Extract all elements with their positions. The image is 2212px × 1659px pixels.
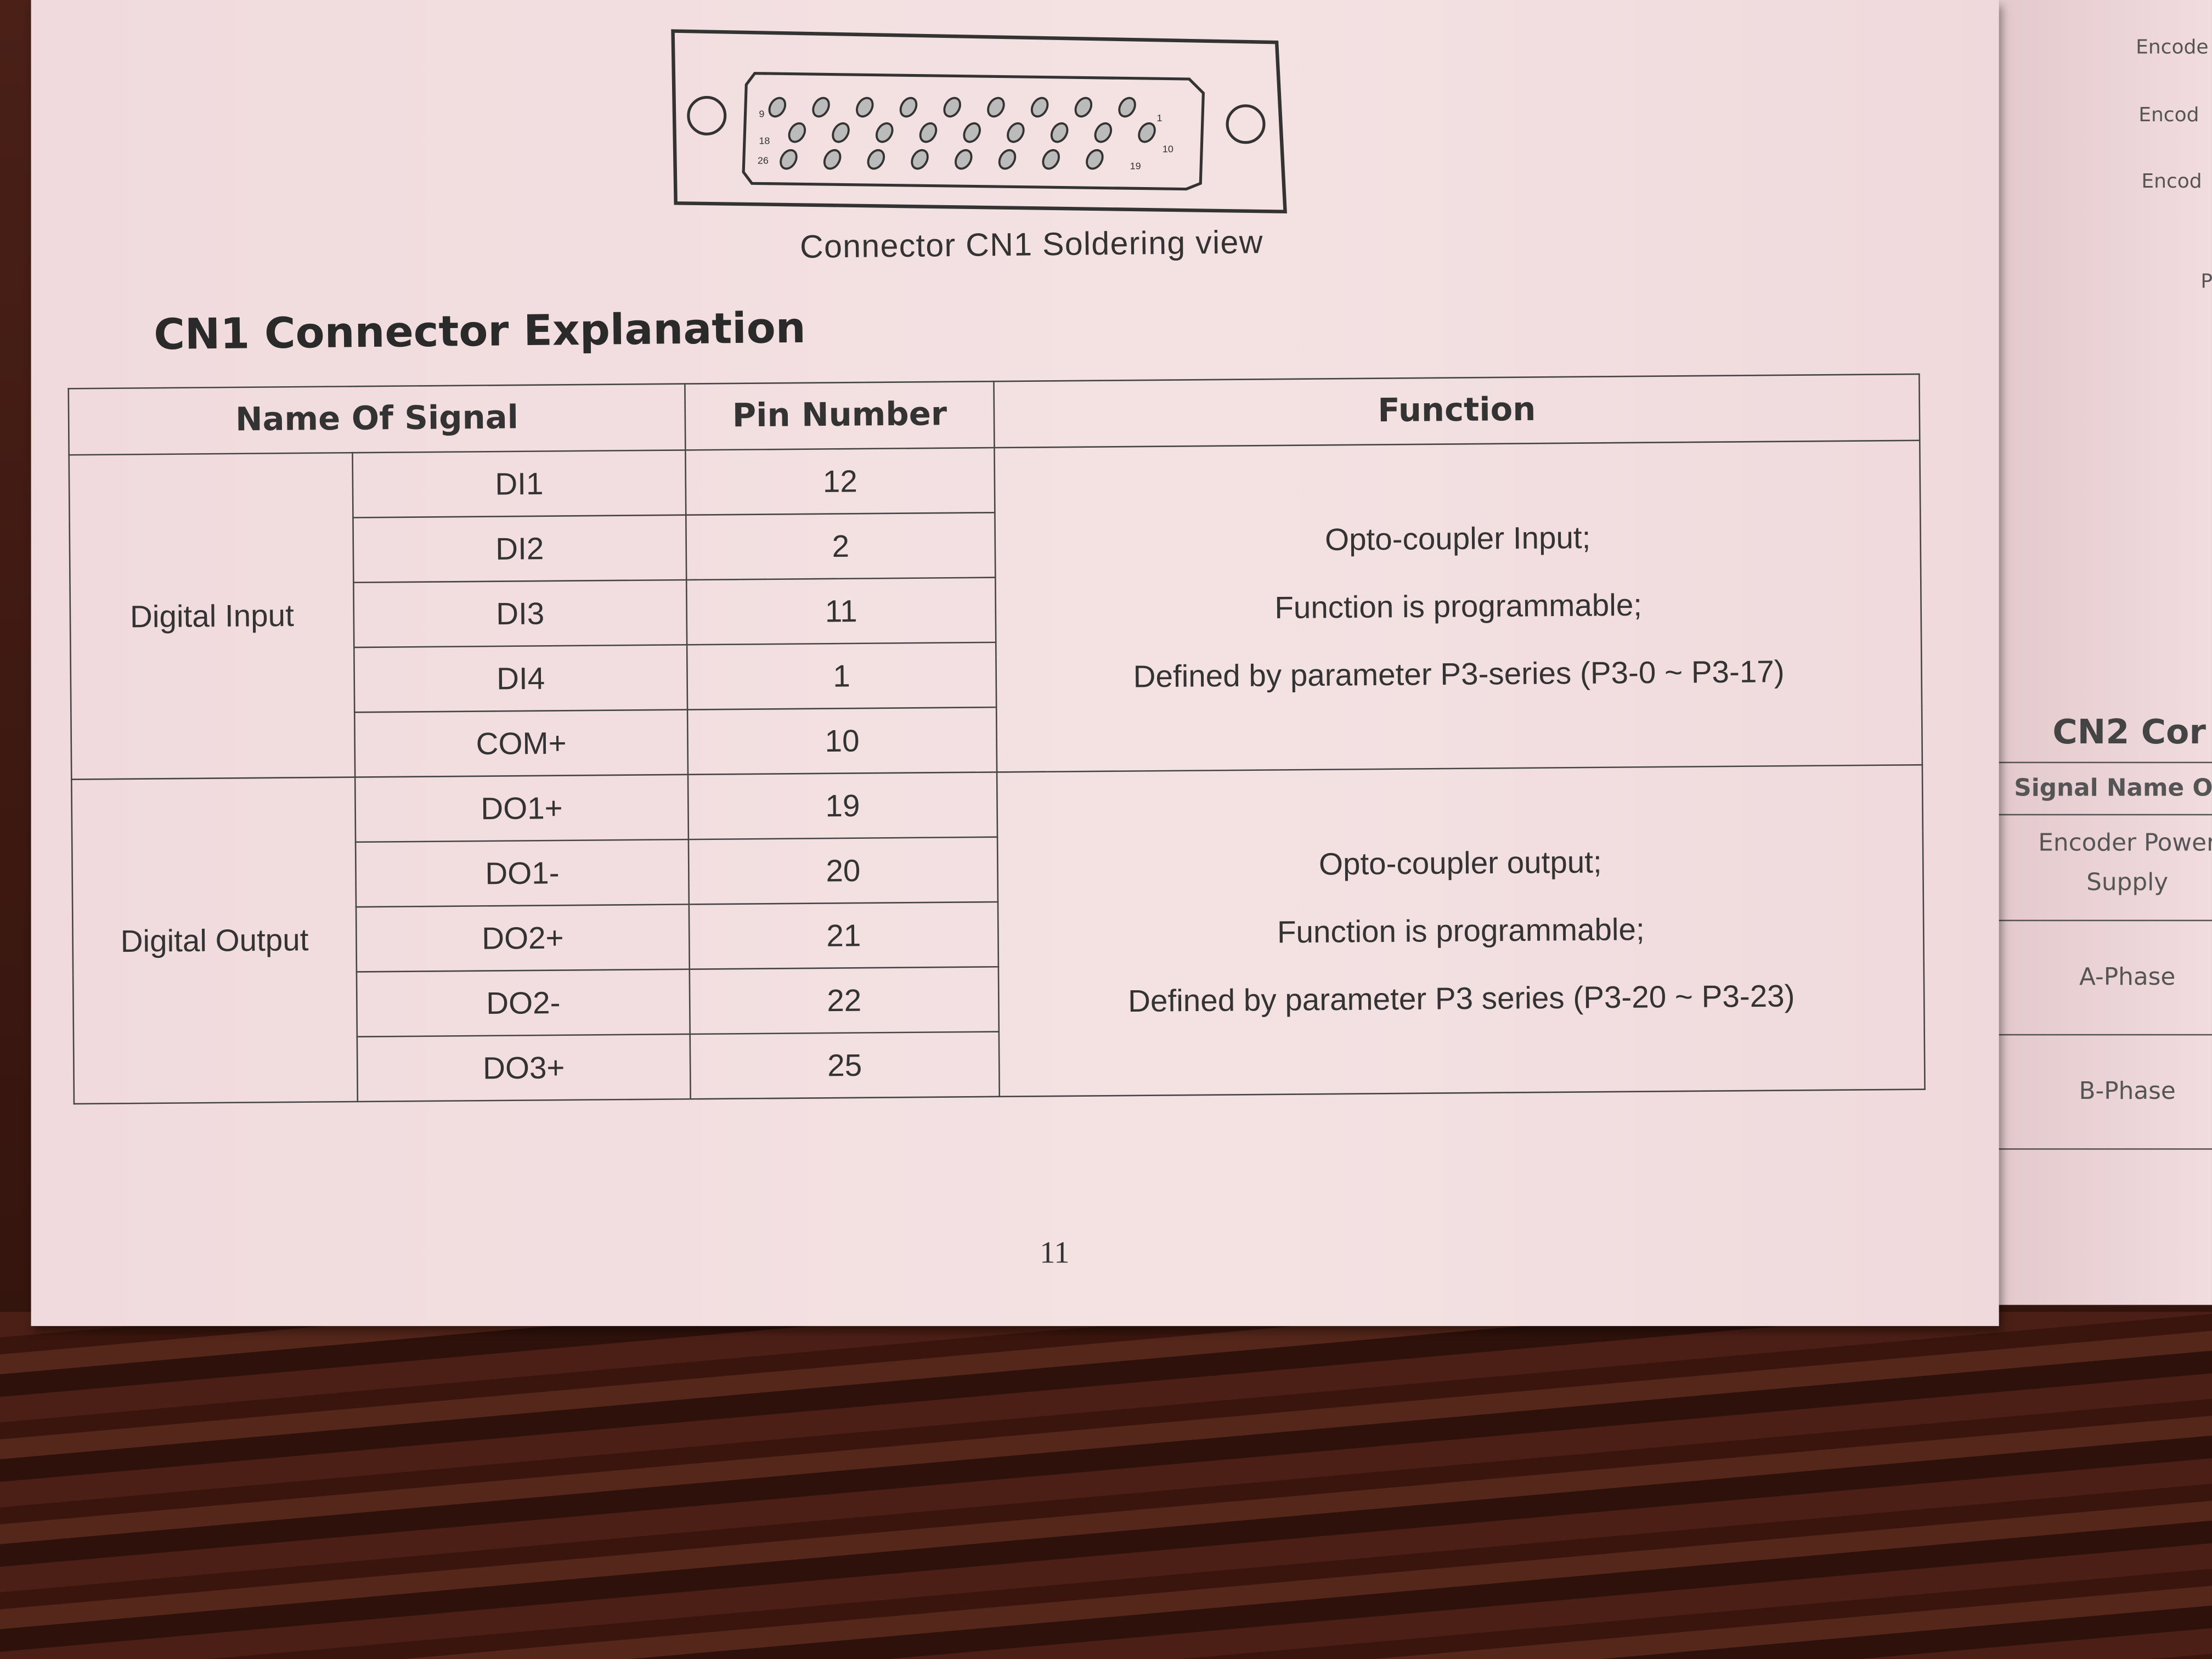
function-line: Function is programmable;	[1274, 586, 1643, 625]
signal-cell: DO2-	[356, 969, 690, 1037]
pin-label: 18	[759, 135, 770, 146]
signal-cell: DI3	[353, 579, 687, 648]
function-cell: Opto-coupler output; Function is program…	[997, 765, 1925, 1097]
connector-pin	[987, 97, 1005, 118]
signal-cell: DO1+	[355, 774, 689, 842]
connector-pin	[780, 149, 798, 170]
cn2-title: CN2 Cor	[2052, 712, 2206, 752]
function-line: Defined by parameter P3 series (P3-20 ~ …	[1127, 977, 1795, 1018]
connector-pin	[1094, 122, 1113, 143]
connector-pin	[899, 97, 918, 118]
function-line: Opto-coupler output;	[1318, 843, 1602, 881]
connector-pin	[856, 97, 874, 118]
right-label: Encode	[2136, 36, 2209, 59]
connector-pin	[1007, 122, 1025, 143]
pin-cell: 1	[687, 642, 997, 710]
pin-cell: 2	[686, 512, 996, 580]
pin-cell: 22	[689, 967, 999, 1034]
cn2-header: Signal Name Of I	[1986, 761, 2212, 814]
connector-pin	[788, 122, 806, 143]
pin-cell: 11	[686, 577, 996, 645]
page-number: 11	[1040, 1234, 1070, 1270]
signal-cell: DO1-	[356, 839, 689, 907]
signal-cell: DI2	[353, 515, 687, 583]
section-title: CN1 Connector Explanation	[153, 304, 806, 360]
connector-pin	[1074, 97, 1093, 118]
group-name: Digital Output	[71, 777, 358, 1104]
pin-cell: 20	[688, 837, 998, 905]
connector-pin	[823, 149, 842, 170]
pin-cell: 12	[685, 448, 995, 515]
connector-pin	[876, 122, 894, 143]
table-row: Digital Output DO1+ 19 Opto-coupler outp…	[71, 765, 1925, 1104]
pin-cell: 25	[690, 1031, 1000, 1099]
signal-cell: DO3+	[357, 1034, 691, 1102]
wooden-table-background	[0, 1312, 2212, 1659]
pin-label: 10	[1163, 144, 1173, 155]
connector-pin	[911, 149, 929, 170]
connector-pin	[1050, 122, 1069, 143]
cn2-table: Signal Name Of I Encoder Power Supply A-…	[1986, 761, 2212, 1150]
pin-label: 19	[1130, 161, 1141, 172]
connector-pin	[867, 149, 885, 170]
connector-pin	[1086, 149, 1104, 170]
connector-pin	[963, 122, 981, 143]
right-label: Encod	[2141, 171, 2202, 194]
pin-label: 26	[758, 155, 769, 166]
connector-pin	[768, 97, 787, 118]
signal-cell: DI4	[354, 645, 688, 713]
cn2-row: A-Phase	[1986, 919, 2212, 1034]
pin-label: 9	[759, 108, 764, 119]
signal-cell: DI1	[352, 450, 686, 518]
pin-cell: 10	[687, 707, 997, 775]
cn2-row: B-Phase	[1986, 1034, 2212, 1150]
cn1-table: Name Of Signal Pin Number Function Digit…	[67, 374, 1925, 1105]
connector-pin	[998, 149, 1017, 170]
right-page: Encode Encod Encod P CN2 Cor Signal Name…	[1974, 0, 2212, 1305]
cn2-row: Encoder Power Supply	[1986, 814, 2212, 920]
connector-pin	[1138, 122, 1156, 143]
header-function: Function	[994, 374, 1920, 448]
connector-pin	[1118, 97, 1136, 118]
group-name: Digital Input	[69, 453, 356, 780]
signal-cell: COM+	[354, 709, 688, 777]
cn2-cell: Supply	[2086, 868, 2169, 898]
connector-pin	[1042, 149, 1060, 170]
pin-label: 1	[1157, 112, 1163, 123]
connector-pin	[812, 97, 830, 118]
header-signal-name: Name Of Signal	[68, 383, 686, 455]
right-label: Encod	[2138, 104, 2199, 127]
manual-page: 9 1 18 10 26 19 Connector CN1 Soldering …	[31, 0, 1999, 1327]
connector-pin	[943, 97, 961, 118]
pin-cell: 21	[689, 901, 998, 969]
cn2-cell: Encoder Power	[2038, 829, 2212, 858]
function-line: Function is programmable;	[1277, 911, 1645, 949]
figure-caption: Connector CN1 Soldering view	[799, 223, 1264, 265]
function-cell: Opto-coupler Input; Function is programm…	[994, 440, 1922, 772]
connector-diagram: 9 1 18 10 26 19	[671, 29, 1287, 213]
right-label: P	[2200, 270, 2212, 294]
pin-cell: 19	[687, 772, 998, 840]
function-line: Opto-coupler Input;	[1324, 519, 1591, 557]
connector-pin	[1030, 97, 1049, 118]
connector-pin	[955, 149, 973, 170]
header-pin-number: Pin Number	[685, 381, 995, 450]
function-line: Defined by parameter P3-series (P3-0 ~ P…	[1133, 653, 1785, 694]
connector-pin	[919, 122, 938, 143]
table-row: Digital Input DI1 12 Opto-coupler Input;…	[69, 440, 1922, 780]
signal-cell: DO2+	[356, 904, 690, 972]
connector-pin	[832, 122, 850, 143]
pin-grid	[768, 97, 1156, 170]
